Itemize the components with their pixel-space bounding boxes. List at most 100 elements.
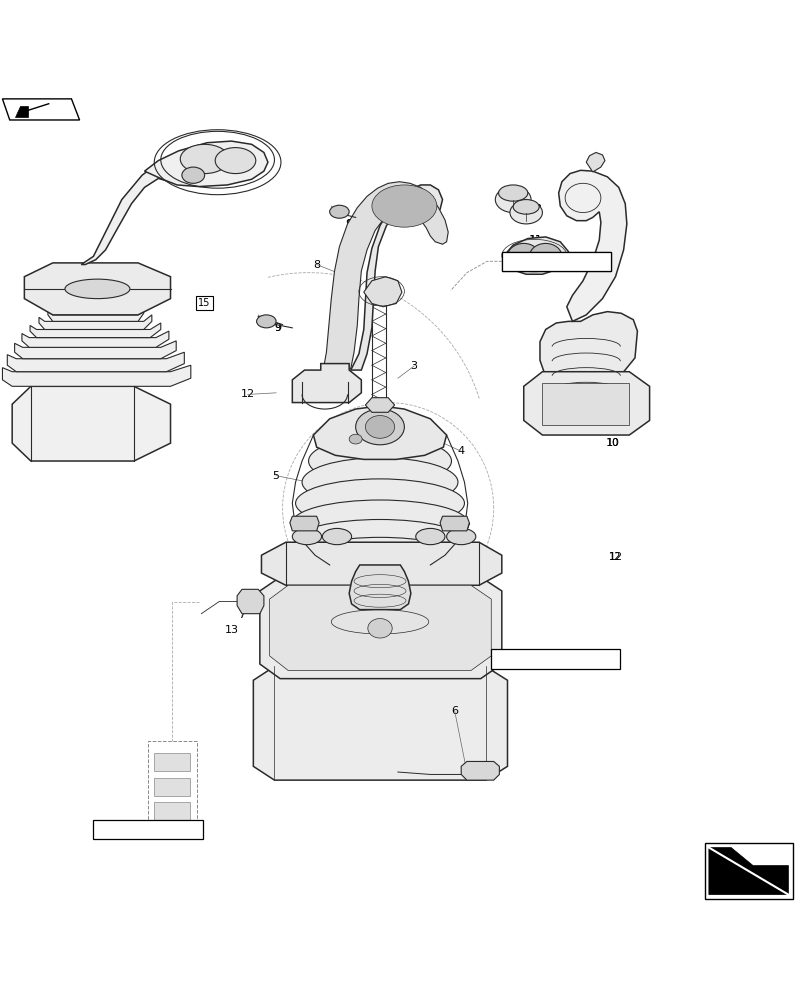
- Bar: [491, 649, 619, 669]
- Polygon shape: [2, 99, 79, 120]
- Polygon shape: [363, 277, 401, 307]
- Polygon shape: [22, 331, 169, 347]
- Text: 55.512.36: 55.512.36: [531, 256, 581, 266]
- Text: 12: 12: [240, 389, 255, 399]
- Polygon shape: [523, 372, 649, 435]
- Text: 2: 2: [463, 556, 470, 566]
- Ellipse shape: [182, 167, 204, 183]
- Polygon shape: [15, 341, 176, 359]
- Ellipse shape: [65, 279, 130, 299]
- Ellipse shape: [308, 437, 451, 485]
- Polygon shape: [558, 170, 626, 321]
- Text: 7: 7: [463, 523, 470, 533]
- Text: 15: 15: [198, 298, 211, 308]
- Ellipse shape: [495, 187, 530, 213]
- Ellipse shape: [509, 201, 542, 224]
- Polygon shape: [323, 182, 448, 370]
- Text: 8: 8: [313, 260, 320, 270]
- Polygon shape: [144, 141, 268, 187]
- Text: 3: 3: [410, 361, 417, 371]
- Ellipse shape: [507, 243, 539, 269]
- Text: 5: 5: [272, 471, 279, 481]
- Polygon shape: [48, 308, 144, 321]
- Ellipse shape: [292, 500, 467, 545]
- Ellipse shape: [349, 434, 362, 444]
- Polygon shape: [15, 106, 28, 117]
- Polygon shape: [461, 761, 499, 780]
- Polygon shape: [30, 323, 161, 338]
- Ellipse shape: [294, 519, 465, 562]
- Polygon shape: [260, 577, 501, 679]
- Polygon shape: [39, 315, 152, 329]
- Text: 10: 10: [606, 438, 619, 448]
- Polygon shape: [349, 565, 410, 610]
- Text: 10: 10: [605, 438, 620, 448]
- Bar: [154, 778, 190, 796]
- Ellipse shape: [498, 185, 527, 201]
- Text: 55.512.36: 55.512.36: [123, 825, 173, 835]
- Polygon shape: [261, 542, 501, 585]
- Text: 12: 12: [608, 552, 621, 562]
- Polygon shape: [290, 516, 319, 531]
- Ellipse shape: [329, 205, 349, 218]
- Ellipse shape: [513, 200, 539, 214]
- Text: 13: 13: [528, 204, 543, 214]
- Bar: [93, 820, 203, 839]
- Polygon shape: [269, 585, 491, 671]
- Ellipse shape: [529, 243, 561, 269]
- Ellipse shape: [415, 528, 444, 545]
- Bar: [542, 383, 629, 425]
- Ellipse shape: [302, 537, 457, 573]
- Text: 35.726.49 02: 35.726.49 02: [522, 654, 587, 664]
- Text: 55.512.36: 55.512.36: [531, 256, 581, 266]
- Polygon shape: [586, 152, 604, 172]
- Polygon shape: [539, 312, 637, 394]
- Ellipse shape: [355, 409, 404, 445]
- Polygon shape: [708, 848, 787, 895]
- Text: 9: 9: [274, 323, 281, 333]
- Bar: [501, 252, 611, 271]
- Text: 12: 12: [607, 552, 622, 562]
- Bar: [154, 802, 190, 820]
- Ellipse shape: [365, 416, 394, 438]
- Polygon shape: [365, 398, 394, 412]
- Polygon shape: [341, 610, 418, 634]
- Ellipse shape: [367, 619, 392, 638]
- Polygon shape: [12, 386, 170, 461]
- Ellipse shape: [322, 528, 351, 545]
- Bar: [704, 843, 792, 899]
- Ellipse shape: [292, 528, 321, 545]
- Text: 4: 4: [457, 446, 464, 456]
- Text: 11: 11: [529, 235, 542, 245]
- Text: 11: 11: [528, 235, 543, 245]
- Polygon shape: [7, 352, 184, 372]
- Text: 9: 9: [345, 219, 352, 229]
- Bar: [154, 753, 190, 771]
- Ellipse shape: [256, 315, 276, 328]
- Polygon shape: [380, 188, 428, 221]
- Text: 13: 13: [529, 204, 542, 214]
- Text: 9: 9: [274, 323, 281, 333]
- Ellipse shape: [180, 144, 229, 174]
- Text: 7: 7: [238, 610, 245, 620]
- Polygon shape: [503, 237, 568, 274]
- Polygon shape: [24, 263, 170, 315]
- Text: 13: 13: [224, 625, 238, 635]
- Polygon shape: [350, 185, 442, 370]
- Ellipse shape: [446, 528, 475, 545]
- Polygon shape: [81, 159, 195, 265]
- Polygon shape: [2, 365, 191, 386]
- Text: 9: 9: [345, 219, 352, 229]
- Ellipse shape: [295, 479, 464, 528]
- Ellipse shape: [215, 148, 255, 174]
- Polygon shape: [237, 589, 264, 614]
- Ellipse shape: [315, 550, 444, 580]
- Ellipse shape: [371, 185, 436, 227]
- Ellipse shape: [302, 458, 457, 506]
- Polygon shape: [440, 516, 469, 531]
- Text: 7: 7: [466, 610, 472, 620]
- Bar: [501, 252, 611, 271]
- Text: 1: 1: [447, 657, 453, 667]
- Bar: [148, 741, 196, 826]
- Text: 6: 6: [451, 706, 457, 716]
